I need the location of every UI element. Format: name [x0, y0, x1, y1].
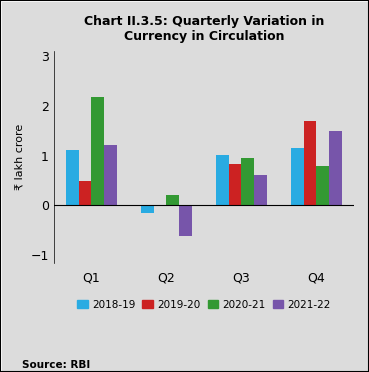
Bar — [291, 148, 304, 205]
Bar — [317, 166, 329, 205]
Bar — [216, 155, 229, 205]
Bar — [229, 164, 241, 205]
Bar — [66, 150, 79, 205]
Bar — [179, 205, 192, 236]
Bar — [79, 180, 91, 205]
Bar — [241, 158, 254, 205]
Bar — [91, 97, 104, 205]
Text: Source: RBI: Source: RBI — [22, 360, 90, 370]
Y-axis label: ₹ lakh crore: ₹ lakh crore — [15, 124, 25, 190]
Bar — [154, 205, 166, 206]
Bar — [329, 131, 342, 205]
Legend: 2018-19, 2019-20, 2020-21, 2021-22: 2018-19, 2019-20, 2020-21, 2021-22 — [73, 295, 335, 314]
Bar — [141, 205, 154, 213]
Bar — [166, 195, 179, 205]
Title: Chart II.3.5: Quarterly Variation in
Currency in Circulation: Chart II.3.5: Quarterly Variation in Cur… — [84, 15, 324, 43]
Bar — [304, 121, 317, 205]
Bar — [104, 145, 117, 205]
Bar — [254, 174, 267, 205]
